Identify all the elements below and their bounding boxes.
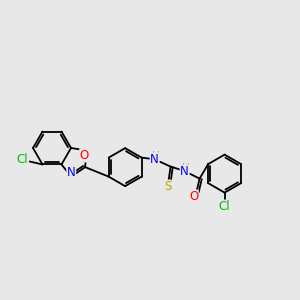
Text: H: H <box>152 151 160 160</box>
Text: N: N <box>150 153 159 166</box>
Text: Cl: Cl <box>219 200 230 213</box>
Text: Cl: Cl <box>17 153 28 166</box>
Text: S: S <box>164 180 171 193</box>
Text: O: O <box>80 149 89 162</box>
Text: O: O <box>189 190 198 203</box>
Text: N: N <box>67 166 76 179</box>
Text: H: H <box>182 163 190 172</box>
Text: N: N <box>180 165 189 178</box>
